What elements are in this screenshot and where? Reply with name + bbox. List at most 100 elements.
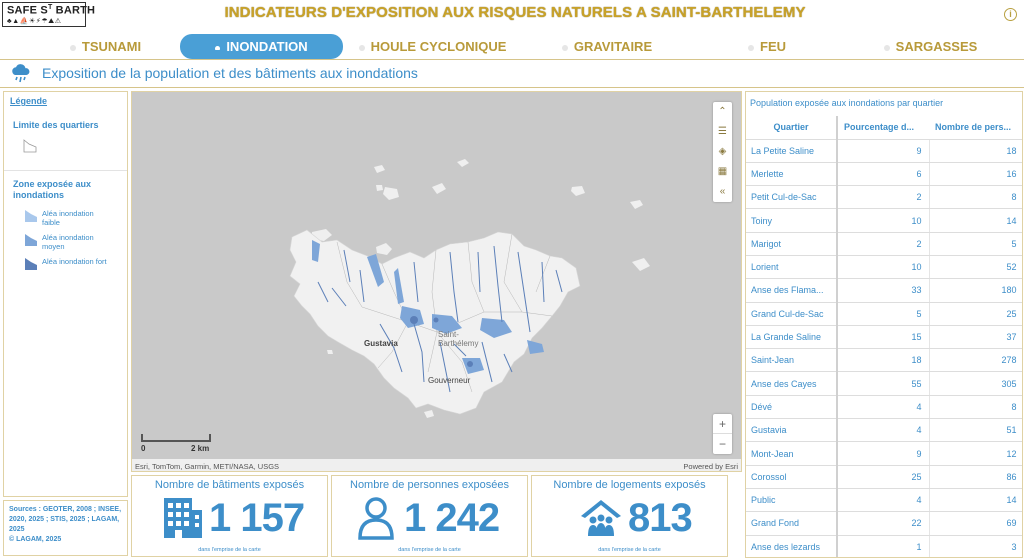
- quarter-boundary-icon: [23, 139, 37, 153]
- streams: [317, 245, 563, 393]
- map-label-gustavia: Gustavia: [364, 339, 398, 348]
- cell-pourcentage: 5: [837, 302, 930, 326]
- cell-quartier: Lorient: [746, 255, 838, 280]
- cell-nombre: 278: [929, 348, 1022, 373]
- cell-nombre: 25: [929, 302, 1022, 326]
- chevron-left-icon[interactable]: «: [719, 186, 726, 197]
- zoom-out-button[interactable]: −: [718, 437, 726, 451]
- cell-nombre: 69: [929, 511, 1022, 536]
- table-row[interactable]: Merlette 6 16: [746, 162, 1022, 187]
- column-header-pourcentage[interactable]: Pourcentage d...: [837, 116, 929, 140]
- list-icon[interactable]: ☰: [718, 126, 727, 137]
- cell-nombre: 14: [929, 488, 1022, 513]
- legend-item-label: Aléa inondation moyen: [42, 233, 94, 251]
- table-row[interactable]: Toiny 10 14: [746, 208, 1022, 233]
- flood-zones: [312, 240, 544, 374]
- cell-quartier: Merlette: [746, 162, 838, 187]
- cell-quartier: Saint-Jean: [746, 348, 838, 373]
- legend-zone-title: Zone exposée aux inondations: [13, 179, 92, 200]
- tab-gravitaire[interactable]: GRAVITAIRE: [552, 34, 662, 59]
- cell-nombre: 180: [929, 278, 1022, 303]
- safe-st-barth-logo[interactable]: SAFE ST BARTH ♣▲⛵☀⚡☂⛰⚠: [2, 2, 95, 27]
- table-row[interactable]: La Petite Saline 9 18: [746, 139, 1022, 163]
- building-icon: [164, 498, 202, 538]
- table-row[interactable]: Lorient 10 52: [746, 255, 1022, 280]
- kpi-value: 1 242: [404, 496, 500, 540]
- info-icon[interactable]: i: [1004, 8, 1017, 21]
- table-row[interactable]: Grand Cul-de-Sac 5 25: [746, 302, 1022, 326]
- islet: [457, 159, 469, 167]
- layers-icon[interactable]: ◈: [718, 146, 727, 157]
- tab-dot-icon: [69, 44, 76, 51]
- tab-tsunami[interactable]: TSUNAMI: [58, 34, 153, 59]
- cell-quartier: La Grande Saline: [746, 325, 838, 350]
- cell-quartier: Corossol: [746, 465, 838, 489]
- sources-text: Sources : GEOTER, 2008 ; INSEE, 2020, 20…: [9, 506, 122, 533]
- table-row[interactable]: Grand Fond 22 69: [746, 511, 1022, 536]
- kpi-persons: Nombre de personnes exposées 1 242 dans …: [331, 475, 528, 557]
- qr-icon[interactable]: ▦: [717, 166, 728, 177]
- cell-pourcentage: 2: [837, 185, 930, 210]
- islet: [374, 165, 385, 173]
- tab-dot-icon: [358, 44, 365, 51]
- cell-quartier: Marigot: [746, 232, 838, 256]
- high-hazard-zones: [410, 316, 473, 367]
- legend-title[interactable]: Légende: [10, 96, 48, 106]
- logo-pictograms: ♣▲⛵☀⚡☂⛰⚠: [7, 18, 62, 25]
- table-row[interactable]: Mont-Jean 9 12: [746, 441, 1022, 466]
- kpi-value: 813: [628, 496, 693, 540]
- table-row[interactable]: Marigot 2 5: [746, 232, 1022, 256]
- cell-pourcentage: 9: [837, 441, 930, 466]
- page-title: Exposition de la population et des bâtim…: [42, 65, 418, 81]
- cell-nombre: 14: [929, 208, 1022, 233]
- cell-pourcentage: 6: [837, 162, 930, 187]
- legend-panel: Légende Limite des quartiers Zone exposé…: [3, 91, 128, 497]
- cell-nombre: 18: [929, 139, 1022, 163]
- table-row[interactable]: La Grande Saline 15 37: [746, 325, 1022, 350]
- attribution-bar: [132, 459, 741, 471]
- tab-feu[interactable]: FEU: [742, 34, 792, 59]
- cell-nombre: 86: [929, 465, 1022, 489]
- tab-sargasses[interactable]: SARGASSES: [878, 34, 983, 59]
- column-header-quartier[interactable]: Quartier: [746, 116, 838, 140]
- table-row[interactable]: Anse des Cayes 55 305: [746, 371, 1022, 396]
- table-row[interactable]: Public 4 14: [746, 488, 1022, 513]
- hazard-medium-swatch-icon: [25, 234, 37, 246]
- islet: [376, 185, 383, 191]
- powered-by-esri[interactable]: Powered by Esri: [683, 462, 738, 471]
- kpi-note: dans l'emprise de la carte: [398, 547, 461, 553]
- collapse-icon[interactable]: ⌃: [718, 106, 727, 117]
- map-view[interactable]: Gustavia Saint- Barthélemy Gouverneur ⌃ ☰…: [131, 91, 742, 472]
- table-row[interactable]: Dévé 4 8: [746, 395, 1022, 420]
- tab-inondation[interactable]: INONDATION: [180, 34, 343, 59]
- table-row[interactable]: Anse des Flama... 33 180: [746, 278, 1022, 303]
- table-row[interactable]: Corossol 25 86: [746, 465, 1022, 489]
- cell-nombre: 8: [929, 185, 1022, 210]
- table-row[interactable]: Gustavia 4 51: [746, 418, 1022, 443]
- cell-quartier: Grand Fond: [746, 511, 838, 536]
- cell-pourcentage: 22: [837, 511, 930, 536]
- islet: [327, 350, 333, 354]
- cell-pourcentage: 33: [837, 278, 930, 303]
- top-bar: SAFE ST BARTH ♣▲⛵☀⚡☂⛰⚠ INDICATEURS D'EXP…: [0, 0, 1024, 32]
- table-row[interactable]: Anse des lezards 1 3: [746, 535, 1022, 557]
- cell-nombre: 3: [929, 535, 1022, 557]
- column-header-nombre[interactable]: Nombre de pers...: [929, 116, 1022, 140]
- tab-label: FEU: [760, 39, 786, 54]
- cell-pourcentage: 1: [837, 535, 930, 557]
- zoom-in-button[interactable]: +: [713, 414, 732, 434]
- table-row[interactable]: Petit Cul-de-Sac 2 8: [746, 185, 1022, 210]
- islet: [376, 243, 392, 255]
- tab-label: GRAVITAIRE: [573, 39, 653, 54]
- app-title: INDICATEURS D'EXPOSITION AUX RISQUES NAT…: [224, 4, 806, 21]
- cell-pourcentage: 2: [837, 232, 930, 256]
- cell-pourcentage: 4: [837, 488, 930, 513]
- map-toolbar: ⌃ ☰ ◈ ▦ «: [713, 102, 732, 202]
- cell-pourcentage: 10: [837, 255, 930, 280]
- tab-houle-cyclonique[interactable]: HOULE CYCLONIQUE: [350, 34, 515, 59]
- islet: [571, 186, 585, 196]
- map-label-gouverneur: Gouverneur: [428, 376, 471, 385]
- cell-pourcentage: 9: [837, 139, 930, 163]
- kpi-note: dans l'emprise de la carte: [598, 547, 661, 553]
- table-row[interactable]: Saint-Jean 18 278: [746, 348, 1022, 373]
